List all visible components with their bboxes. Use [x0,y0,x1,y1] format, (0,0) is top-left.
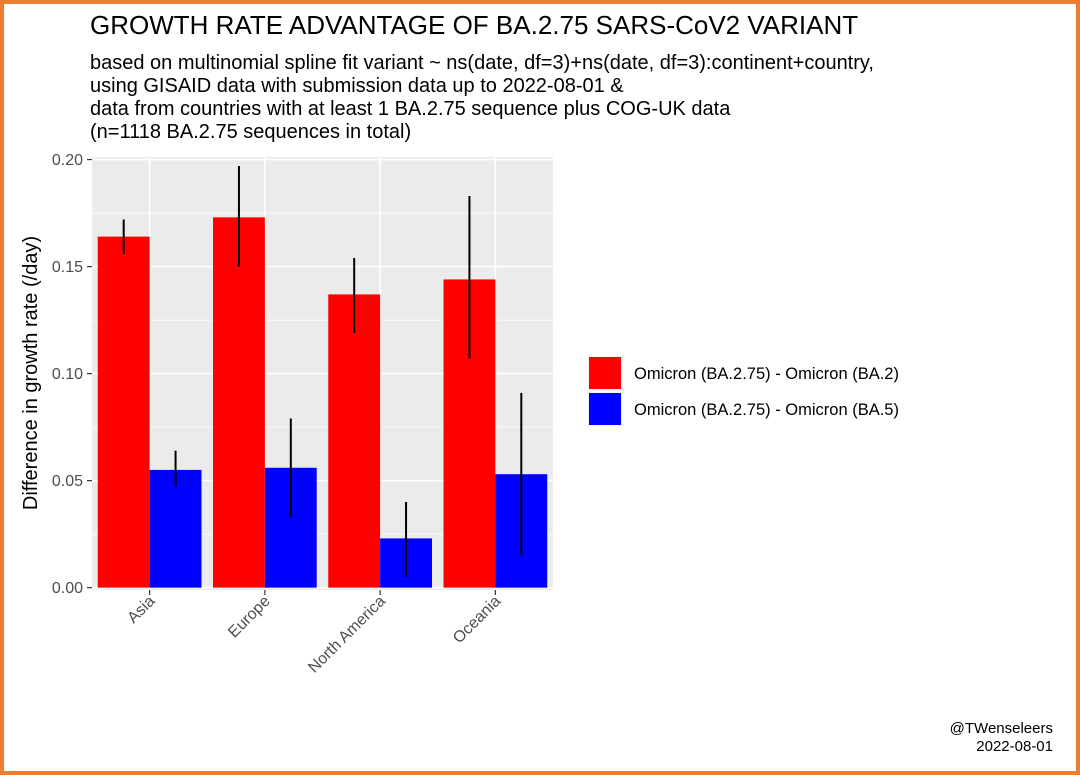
legend-label-ba2: Omicron (BA.2.75) - Omicron (BA.2) [634,365,899,383]
y-tick-label: 0.10 [52,366,83,383]
x-tick-label: North America [305,593,389,677]
chart-title: GROWTH RATE ADVANTAGE OF BA.2.75 SARS-Co… [90,10,859,40]
y-tick-label: 0.00 [52,580,83,597]
x-tick-label: Europe [225,593,274,642]
error-bars [122,165,523,577]
legend-label-ba5: Omicron (BA.2.75) - Omicron (BA.5) [634,401,899,419]
legend-swatch-ba2 [589,357,621,389]
chart-subtitle: based on multinomial spline fit variant … [90,52,874,144]
credit-author: @TWenseleers [949,720,1053,737]
y-tick-label: 0.15 [52,259,83,276]
subtitle-line: data from countries with at least 1 BA.2… [90,98,731,120]
bar-ba2-north-america [328,294,381,588]
x-tick-label: Oceania [450,593,504,647]
subtitle-line: based on multinomial spline fit variant … [90,52,874,74]
bar-ba2-europe [213,217,265,588]
legend: Omicron (BA.2.75) - Omicron (BA.2) Omicro… [588,356,899,426]
bars [97,217,548,588]
y-tick-label: 0.05 [52,473,83,490]
x-tick-label: Asia [124,593,158,627]
subtitle-line: using GISAID data with submission data u… [90,75,624,97]
legend-swatch-ba5 [589,393,621,425]
y-axis-label: Difference in growth rate (/day) [20,236,42,510]
subtitle-line: (n=1118 BA.2.75 sequences in total) [90,121,412,143]
bar-ba5-asia [149,469,202,588]
credit-date: 2022-08-01 [976,738,1053,755]
x-axis: Asia Europe North America Oceania [124,590,504,677]
credit: @TWenseleers 2022-08-01 [950,720,1053,756]
y-axis: 0.00 0.05 0.10 0.15 0.20 [52,152,92,597]
y-tick-label: 0.20 [52,152,83,169]
bar-ba2-asia [97,236,150,588]
